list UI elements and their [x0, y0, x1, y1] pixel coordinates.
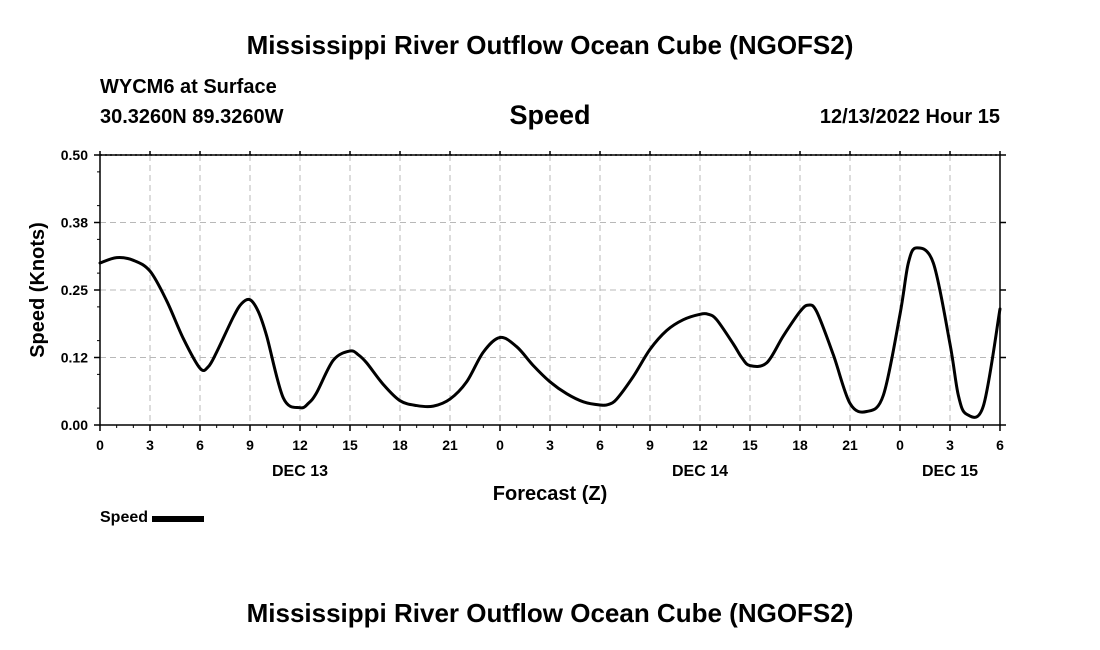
chart-subtitle: Speed — [509, 100, 591, 130]
y-tick-label: 0.00 — [61, 417, 88, 433]
x-tick-label: 15 — [342, 437, 358, 453]
x-tick-label: 0 — [96, 437, 104, 453]
chart-title: Mississippi River Outflow Ocean Cube (NG… — [246, 30, 854, 60]
datetime-label: 12/13/2022 Hour 15 — [819, 106, 1000, 128]
x-tick-label: 0 — [896, 437, 904, 453]
grid-lines — [100, 154, 1000, 425]
legend-swatch — [152, 516, 205, 522]
x-tick-label: 9 — [246, 437, 254, 453]
x-tick-label: 3 — [946, 437, 954, 453]
legend-label: Speed — [100, 509, 149, 526]
x-tick-label: 3 — [146, 437, 154, 453]
x-tick-label: 18 — [792, 437, 808, 453]
axis-ticks — [94, 151, 1006, 431]
x-tick-label: 12 — [692, 437, 708, 453]
y-tick-label: 0.12 — [61, 350, 88, 366]
day-label: DEC 13 — [272, 463, 328, 480]
x-tick-label: 21 — [442, 437, 458, 453]
day-labels: DEC 13 DEC 14 DEC 15 — [272, 463, 978, 480]
x-axis-label: Forecast (Z) — [493, 483, 607, 505]
day-label: DEC 15 — [922, 463, 978, 480]
x-tick-label: 0 — [496, 437, 504, 453]
footer-title: Mississippi River Outflow Ocean Cube (NG… — [246, 598, 854, 628]
x-tick-label: 21 — [842, 437, 858, 453]
y-tick-labels: 0.00 0.12 0.25 0.38 0.50 — [61, 147, 88, 433]
legend: Speed — [100, 509, 205, 527]
speed-series-line — [98, 246, 1002, 419]
y-tick-label: 0.38 — [61, 215, 88, 231]
day-label: DEC 14 — [672, 463, 728, 480]
station-label: WYCM6 at Surface — [100, 76, 277, 98]
x-tick-labels: 0 3 6 9 12 15 18 21 0 3 6 9 12 15 18 21 0 3 6 — [96, 437, 1004, 453]
x-tick-label: 15 — [742, 437, 758, 453]
x-tick-label: 9 — [646, 437, 654, 453]
x-tick-label: 3 — [546, 437, 554, 453]
x-tick-label: 12 — [292, 437, 308, 453]
y-tick-label: 0.50 — [61, 147, 88, 163]
y-axis-label: Speed (Knots) — [27, 222, 49, 358]
x-tick-label: 6 — [596, 437, 604, 453]
y-tick-label: 0.25 — [61, 282, 88, 298]
x-tick-label: 18 — [392, 437, 408, 453]
x-tick-label: 6 — [196, 437, 204, 453]
x-tick-label: 6 — [996, 437, 1004, 453]
location-label: 30.3260N 89.3260W — [100, 106, 284, 128]
